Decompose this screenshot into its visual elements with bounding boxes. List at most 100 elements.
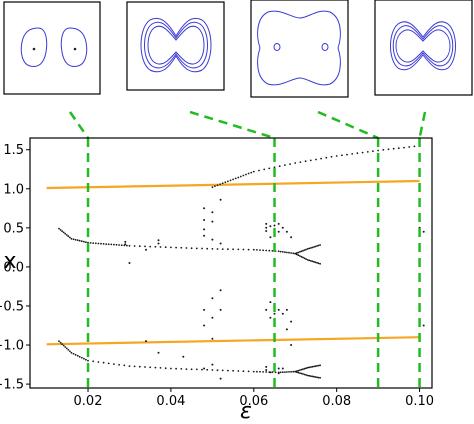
scatter-point: [211, 220, 214, 223]
branch-point: [175, 246, 178, 249]
branch-point: [356, 152, 359, 155]
branch-point: [85, 358, 87, 361]
inset-1-right-loop: [60, 27, 88, 67]
branch-5: [58, 340, 297, 374]
inset-1-right-point: [73, 47, 77, 51]
branch-point: [164, 367, 167, 370]
y-tick-label: 1.5: [3, 143, 24, 158]
branch-point: [284, 251, 286, 254]
branch-3: [294, 244, 321, 255]
x-tick-label: 0.10: [405, 394, 434, 409]
branch-point: [74, 353, 77, 356]
branch-point: [58, 340, 60, 342]
branch-point: [67, 349, 70, 351]
scatter-point: [145, 340, 147, 343]
connector-line-1: [68, 111, 90, 139]
connector-line-3: [317, 110, 379, 140]
branch-point: [118, 244, 120, 246]
connector-line-4: [418, 111, 427, 139]
plot-area: [46, 138, 425, 388]
branch-point: [317, 262, 320, 265]
branch-point: [317, 364, 320, 367]
branch-point: [83, 240, 85, 243]
scatter-point: [157, 239, 160, 242]
branch-point: [306, 248, 309, 250]
scatter-point: [211, 337, 214, 340]
orange-line-1: [46, 179, 420, 190]
branch-point: [305, 258, 307, 260]
branch-point: [262, 249, 264, 252]
branch-point: [306, 374, 309, 377]
branch-point: [313, 375, 315, 378]
branch-point: [110, 243, 113, 246]
branch-point: [80, 240, 83, 243]
branch-point: [303, 249, 306, 252]
inset-connector-lines: [68, 110, 427, 140]
branch-point: [325, 156, 328, 159]
branch-point: [387, 148, 390, 151]
branch-point: [70, 351, 73, 354]
branch-point: [128, 365, 131, 367]
branch-point: [268, 249, 271, 252]
branch-point: [133, 245, 136, 247]
branch-point: [335, 155, 338, 157]
branch-point: [78, 239, 81, 242]
branch-point: [237, 248, 240, 251]
branch-point: [206, 247, 209, 250]
branch-point: [69, 236, 71, 239]
branch-point: [305, 248, 307, 251]
branch-point: [67, 235, 70, 238]
inset-1-left-point: [32, 47, 36, 51]
orange-line-2: [46, 336, 420, 346]
branch-point: [305, 367, 307, 370]
branch-point: [372, 150, 374, 153]
scatter-point: [203, 207, 206, 210]
scatter-point: [273, 224, 276, 227]
branch-point: [290, 370, 292, 373]
branch-point: [281, 371, 284, 374]
scatter-point: [273, 312, 276, 315]
branch-point: [229, 179, 232, 182]
branch-point: [87, 359, 89, 362]
branch-point: [279, 250, 282, 253]
branch-point: [308, 366, 311, 369]
scatter-point: [269, 236, 272, 239]
branch-point: [303, 367, 306, 370]
branch-point: [62, 344, 65, 347]
y-tick-label: −0.5: [0, 299, 24, 314]
branch-point: [70, 237, 73, 240]
branch-point: [305, 374, 307, 376]
branch-point: [105, 243, 108, 246]
branch-point: [320, 157, 322, 160]
branch-point: [227, 248, 229, 251]
branch-point: [61, 230, 63, 233]
branch-point: [308, 247, 311, 250]
inset-3-right-loop: [321, 43, 329, 51]
scatter-point: [265, 230, 268, 232]
scatter-point: [128, 262, 131, 264]
branch-point: [211, 248, 214, 250]
branch-point: [300, 372, 303, 375]
branch-point: [113, 243, 115, 246]
branch-point: [302, 368, 304, 371]
branch-point: [289, 163, 291, 166]
branch-point: [311, 365, 314, 368]
branch-point: [316, 365, 318, 367]
x-tick-label: 0.08: [322, 394, 351, 409]
y-tick-label: −1.5: [0, 378, 24, 393]
inset-panel-1: [3, 1, 101, 95]
inset-panel-4: [374, 0, 473, 96]
branch-point: [237, 370, 240, 372]
branch-point: [319, 376, 321, 379]
branch-point: [309, 159, 312, 162]
branch-point: [69, 350, 71, 353]
branch-2: [58, 227, 297, 255]
branch-point: [65, 347, 68, 350]
inset-2-loop-middle: [144, 21, 208, 69]
scatter-point: [285, 230, 288, 233]
scatter-point: [285, 308, 288, 311]
branch-point: [297, 254, 300, 257]
branch-point: [302, 256, 304, 259]
inset-4-loop-middle: [392, 25, 454, 67]
